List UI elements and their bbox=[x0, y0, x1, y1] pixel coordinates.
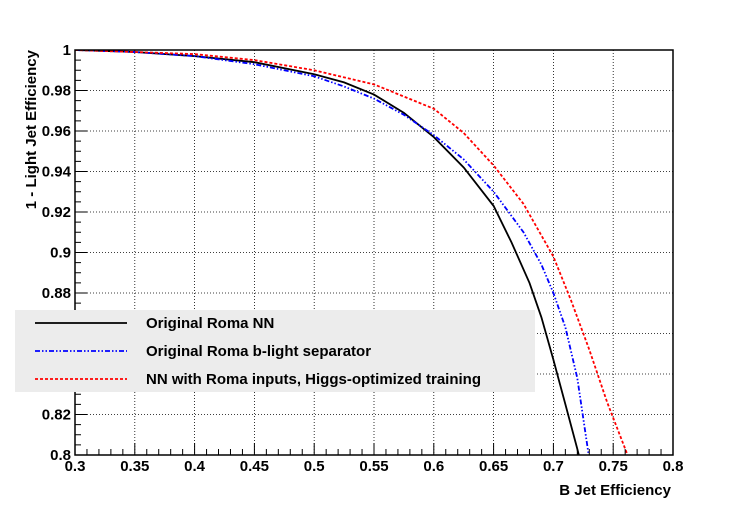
series-line-3 bbox=[75, 50, 629, 455]
legend: Original Roma NN Original Roma b-light se… bbox=[15, 310, 535, 392]
y-tick-label: 0.82 bbox=[42, 407, 71, 424]
legend-label-1: Original Roma NN bbox=[146, 315, 274, 332]
x-tick-label: 0.5 bbox=[304, 458, 325, 475]
y-tick-label: 0.96 bbox=[42, 123, 71, 140]
legend-label-2: Original Roma b-light separator bbox=[146, 343, 371, 360]
x-tick-label: 0.6 bbox=[423, 458, 444, 475]
y-tick-label: 0.92 bbox=[42, 204, 71, 221]
x-tick-label: 0.35 bbox=[120, 458, 149, 475]
x-tick-label: 0.45 bbox=[240, 458, 269, 475]
x-tick-label: 0.75 bbox=[599, 458, 628, 475]
y-tick-label: 0.88 bbox=[42, 285, 71, 302]
x-tick-label: 0.7 bbox=[543, 458, 564, 475]
series-line-2 bbox=[75, 50, 590, 455]
x-tick-label: 0.65 bbox=[479, 458, 508, 475]
y-tick-label: 0.94 bbox=[42, 164, 72, 181]
x-tick-label: 0.3 bbox=[65, 458, 86, 475]
x-axis-title: B Jet Efficiency bbox=[559, 482, 671, 499]
x-tick-label: 0.4 bbox=[184, 458, 206, 475]
y-tick-label: 1 bbox=[63, 42, 71, 59]
y-tick-label: 0.9 bbox=[50, 245, 71, 262]
y-tick-label: 0.8 bbox=[50, 447, 71, 464]
series-layer bbox=[75, 50, 629, 455]
y-axis-title: 1 - Light Jet Efficiency bbox=[23, 49, 40, 209]
series-line-1 bbox=[75, 50, 580, 455]
y-tick-label: 0.98 bbox=[42, 83, 71, 100]
x-tick-label: 0.8 bbox=[663, 458, 684, 475]
legend-label-3: NN with Roma inputs, Higgs-optimized tra… bbox=[146, 371, 481, 388]
x-tick-label: 0.55 bbox=[359, 458, 388, 475]
